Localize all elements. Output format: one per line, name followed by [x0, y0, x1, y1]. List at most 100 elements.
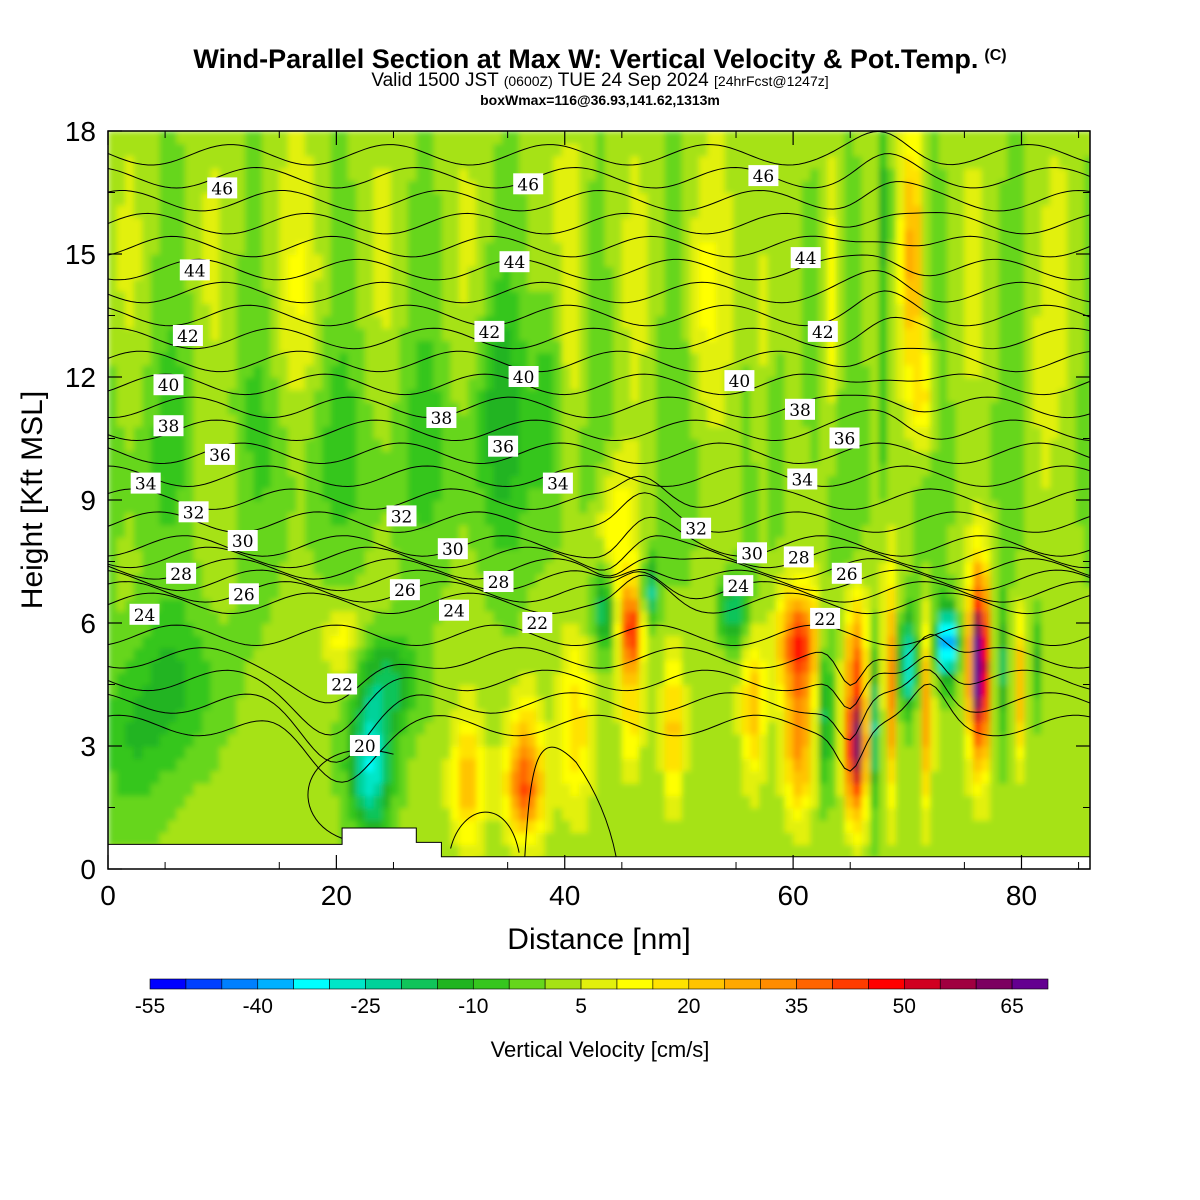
contour-label: 44 — [499, 251, 530, 273]
colorbar-tick-label: 50 — [893, 995, 916, 1018]
theta-contour-line — [108, 556, 1090, 580]
colorbar-tick-label: 65 — [1000, 995, 1023, 1018]
contour-label: 28 — [783, 546, 814, 568]
theta-contour-line — [524, 746, 617, 857]
x-tick-label: 0 — [100, 880, 116, 911]
colorbar-segment — [437, 978, 474, 990]
colorbar-segment — [329, 978, 366, 990]
terrain-mask — [108, 827, 1090, 869]
contour-label-text: 44 — [504, 253, 526, 273]
contour-label: 30 — [737, 542, 767, 564]
contour-label-text: 42 — [177, 327, 199, 347]
colorbar-label: Vertical Velocity [cm/s] — [491, 1037, 710, 1062]
contour-label: 40 — [724, 370, 755, 392]
theta-contour-line — [108, 683, 1090, 783]
contour-label-text: 22 — [331, 676, 353, 696]
theta-contour-line — [108, 316, 1090, 350]
copyright-mark: (C) — [984, 47, 1007, 64]
y-tick-label: 3 — [80, 731, 96, 762]
contour-label-text: 24 — [134, 606, 156, 626]
theta-contour-line — [108, 254, 1090, 281]
colorbar-segment — [1011, 978, 1049, 990]
y-tick-label: 9 — [80, 485, 96, 516]
contour-label-text: 30 — [232, 532, 254, 552]
contour-label: 28 — [483, 571, 514, 593]
contour-label: 26 — [228, 583, 259, 605]
theta-contour-line — [108, 516, 1090, 559]
theta-contour-line — [108, 394, 1090, 419]
theta-contour-line — [108, 492, 1090, 533]
theta-contour-line — [108, 655, 1090, 736]
contour-label-text: 26 — [233, 585, 255, 605]
colorbar-tick-label: 20 — [677, 995, 700, 1018]
contour-label: 22 — [327, 673, 358, 696]
contour-label-text: 24 — [443, 602, 465, 622]
contour-label: 46 — [748, 165, 779, 187]
contour-label: 36 — [488, 435, 519, 458]
y-tick-label: 0 — [80, 854, 96, 885]
valid-date: TUE 24 Sep 2024 — [557, 70, 709, 91]
colorbar-segment — [832, 978, 869, 990]
theta-contour-line — [108, 535, 1090, 571]
contour-label: 42 — [172, 325, 203, 347]
contour-label-text: 32 — [183, 503, 205, 523]
contour-label-text: 46 — [753, 167, 775, 187]
contour-label-text: 28 — [788, 548, 810, 568]
contour-label-text: 46 — [211, 179, 233, 199]
contour-label-text: 40 — [729, 372, 751, 392]
contour-label: 42 — [474, 320, 505, 343]
theta-contour-line — [108, 373, 1090, 396]
theta-contour-line — [108, 347, 1090, 373]
colorbar-segment — [544, 978, 582, 990]
contour-label: 24 — [723, 575, 754, 597]
theta-contour-line — [108, 571, 1090, 603]
contour-label: 34 — [130, 472, 161, 495]
y-tick-label: 12 — [65, 362, 96, 393]
contour-label: 46 — [513, 173, 544, 195]
y-tick-label: 6 — [80, 608, 96, 639]
contour-label-text: 34 — [791, 471, 813, 491]
contour-label-text: 32 — [685, 520, 707, 540]
colorbar-tick-label: -55 — [135, 995, 165, 1018]
contour-label: 22 — [522, 612, 553, 634]
contour-label-text: 24 — [727, 577, 749, 597]
contour-label-text: 20 — [354, 737, 376, 757]
contour-labels: 46 46 46 44 44 44 42 42 42 40 40 40 38 38 38 36 36 36 34 34… — [129, 165, 862, 757]
contour-label: 26 — [831, 562, 862, 585]
theta-contour-line — [108, 211, 1090, 235]
colorbar-segment — [904, 978, 941, 990]
contour-label: 30 — [437, 538, 468, 560]
contour-label-text: 42 — [479, 323, 501, 343]
contour-label: 24 — [439, 599, 469, 622]
theta-contour-line — [108, 181, 1090, 212]
theta-contour-line — [108, 574, 1090, 615]
valid-utc: (0600Z) — [503, 73, 553, 89]
contour-label: 34 — [787, 468, 818, 491]
contour-label: 20 — [349, 735, 380, 757]
colorbar-segment — [975, 978, 1013, 990]
contour-label-text: 22 — [526, 614, 548, 634]
contour-label-text: 44 — [184, 261, 206, 281]
colorbar-tick-label: -25 — [350, 995, 380, 1018]
forecast-tag: [24hrFcst@1247z] — [714, 73, 829, 89]
theta-contour-line — [108, 131, 1090, 166]
theta-contour-line — [450, 811, 520, 853]
contour-label: 36 — [829, 427, 860, 450]
colorbar-segment — [760, 978, 797, 990]
theta-contour-line — [108, 465, 1090, 488]
contour-label: 38 — [785, 398, 815, 421]
contour-label-text: 38 — [158, 417, 180, 437]
contour-label-text: 28 — [170, 565, 192, 585]
contour-label: 32 — [681, 517, 712, 540]
contour-label-text: 22 — [814, 610, 836, 630]
contour-label-text: 38 — [431, 409, 453, 429]
theta-contour-line — [108, 290, 1090, 327]
colorbar-segment — [688, 978, 726, 990]
contour-label-text: 38 — [789, 401, 811, 421]
contour-label-text: 34 — [135, 475, 157, 495]
contour-label-text: 36 — [834, 430, 856, 450]
contour-label: 34 — [542, 472, 573, 495]
x-tick-label: 80 — [1006, 880, 1037, 911]
theta-contour-line — [108, 269, 1090, 304]
